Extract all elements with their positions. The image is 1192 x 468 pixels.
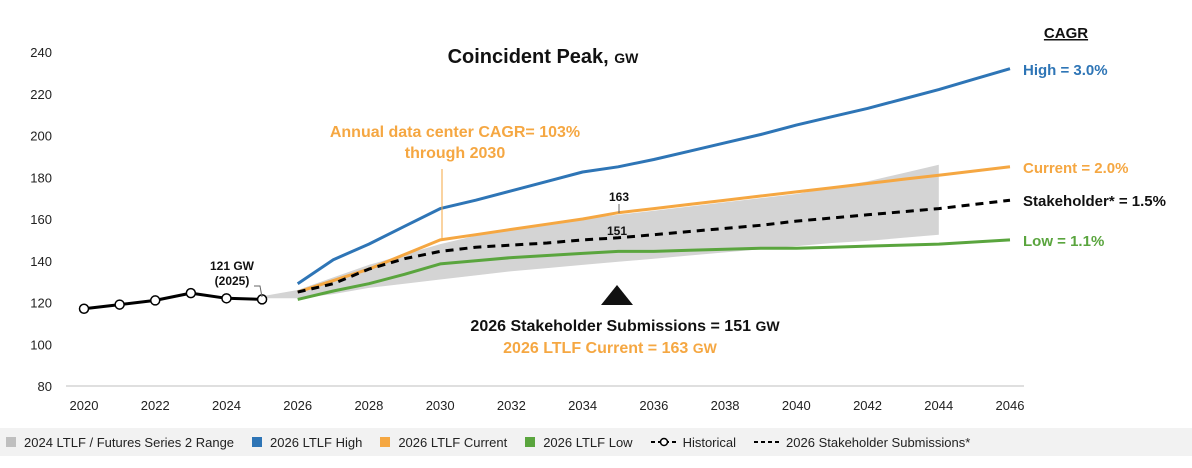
hist-2025-label: 121 GW [210, 259, 255, 273]
stakeholder-cagr-label: Stakeholder* = 1.5% [1023, 193, 1166, 210]
y-tick-label: 100 [30, 337, 52, 352]
x-tick-label: 2026 [283, 398, 312, 413]
axis-layer: 80 100 120 140 160 180 200 220 240 2020 2022 2024 20… [30, 45, 1024, 413]
chart-title: Coincident Peak, GW [448, 46, 640, 68]
y-tick-label: 160 [30, 212, 52, 227]
series-line-2026-ltlf-high [296, 67, 1011, 285]
legend-low-swatch [525, 437, 536, 447]
legend-stakeholder: 2026 Stakeholder Submissions* [754, 435, 970, 450]
submissions-summary: 2026 Stakeholder Submissions = 151 GW [470, 318, 780, 335]
cagr-header: CAGR [1044, 25, 1088, 42]
historical-point [114, 299, 125, 310]
legend-historical-icon [650, 437, 677, 447]
y-tick-label: 140 [30, 254, 52, 269]
y-tick-label: 240 [30, 45, 52, 60]
triangle-marker-icon [601, 285, 633, 305]
legend-background [0, 428, 1192, 456]
y-tick-label: 120 [30, 296, 52, 311]
legend-range-label: 2024 LTLF / Futures Series 2 Range [24, 434, 235, 450]
legend-range-swatch [6, 437, 16, 447]
y-tick-label: 200 [30, 129, 52, 144]
historical-point [185, 287, 197, 299]
ltlf-current-summary: 2026 LTLF Current = 163 GW [503, 340, 717, 357]
x-tick-label: 2028 [354, 398, 383, 413]
datacenter-cagr-note: Annual data center CAGR= 103% [330, 124, 580, 141]
legend-high: 2026 LTLF High [252, 435, 362, 450]
legend-high-label: 2026 LTLF High [270, 434, 363, 450]
low-cagr-label: Low = 1.1% [1023, 233, 1104, 250]
x-tick-label: 2036 [639, 398, 668, 413]
historical-point [78, 303, 90, 315]
y-tick-label: 80 [38, 379, 52, 394]
legend-current: 2026 LTLF Current [380, 435, 507, 450]
range-band [262, 164, 939, 299]
series-layer [78, 67, 1011, 315]
x-tick-label: 2042 [853, 398, 882, 413]
x-tick-label: 2022 [141, 398, 170, 413]
legend-current-label: 2026 LTLF Current [398, 434, 508, 450]
current-cagr-label: Current = 2.0% [1023, 160, 1128, 177]
range-band-layer [262, 164, 939, 299]
legend-historical-label: Historical [682, 434, 737, 450]
hist-callout-line [254, 285, 263, 298]
x-tick-label: 2038 [711, 398, 740, 413]
legend-high-swatch [252, 437, 263, 447]
series-line-historical [83, 291, 263, 311]
legend-current-swatch [380, 437, 391, 447]
x-tick-label: 2020 [70, 398, 99, 413]
legend-low-label: 2026 LTLF Low [543, 434, 633, 450]
legend-historical: Historical [650, 434, 737, 450]
coincident-peak-chart: 80 100 120 140 160 180 200 220 240 2020 2022 2024 20… [30, 25, 1166, 413]
x-tick-label: 2034 [568, 398, 597, 413]
x-tick-label: 2032 [497, 398, 526, 413]
series-line-2026-ltlf-current [297, 165, 1011, 294]
x-tick-label: 2030 [426, 398, 455, 413]
hist-2025-year: (2025) [215, 274, 250, 288]
x-tick-label: 2024 [212, 398, 241, 413]
chart-legend: 2024 LTLF / Futures Series 2 Range 2026 … [0, 428, 982, 456]
historical-point [221, 293, 232, 304]
legend-range: 2024 LTLF / Futures Series 2 Range [6, 435, 234, 450]
historical-point [149, 295, 161, 306]
y-tick-label: 180 [30, 170, 52, 185]
x-tick-label: 2046 [996, 398, 1025, 413]
legend-low: 2026 LTLF Low [525, 434, 633, 450]
datacenter-cagr-note-2: through 2030 [405, 145, 506, 162]
x-tick-label: 2044 [924, 398, 953, 413]
current-2035-value: 163 [609, 190, 629, 204]
series-line-2026-ltlf-low [297, 238, 1011, 301]
x-tick-label: 2040 [782, 398, 811, 413]
legend-stakeholder-label: 2026 Stakeholder Submissions* [786, 434, 971, 450]
high-cagr-label: High = 3.0% [1023, 62, 1108, 79]
legend-stakeholder-icon [754, 441, 781, 443]
stakeholder-2035-value: 151 [607, 224, 627, 238]
y-tick-label: 220 [30, 87, 52, 102]
